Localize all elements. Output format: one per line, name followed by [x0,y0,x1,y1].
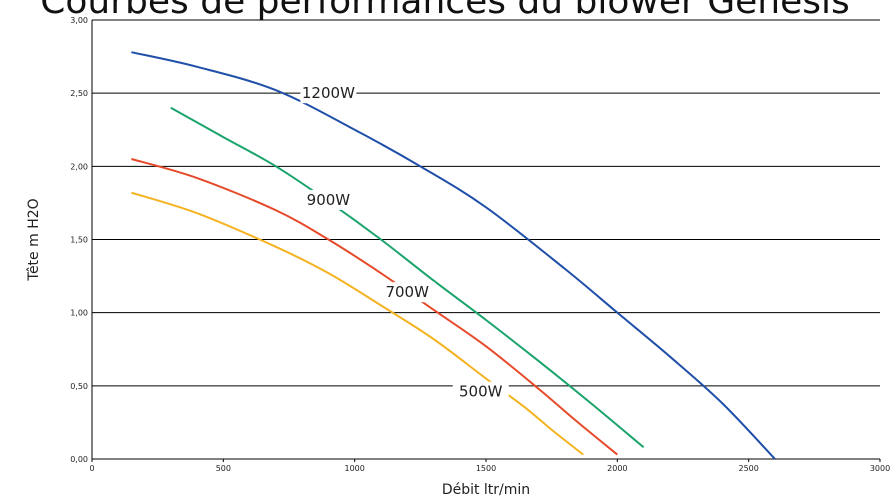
y-tick-label: 3,00 [70,16,88,25]
series-label-bg [452,381,509,402]
gridlines [92,19,880,387]
x-tick-label: 3000 [870,464,890,473]
chart-title: Courbes de performances du blower Genesi… [40,0,850,22]
series-label-500w: 500W [459,383,503,401]
x-tick-label: 1500 [476,464,496,473]
x-tick-label: 2500 [738,464,758,473]
series-label-900w: 900W [307,191,351,209]
x-tick-label: 500 [216,464,231,473]
series-label-1200w: 1200W [302,84,355,102]
y-axis-ticks: 0,00 0,50 1,00 1,50 2,00 2,50 3,00 [70,16,88,464]
series-line-1200w [131,51,776,460]
y-tick-label: 1,50 [70,236,88,245]
y-tick-label: 0,50 [70,382,88,391]
series-line-700w [131,158,618,456]
x-axis-ticks: 0 500 1000 1500 2000 2500 3000 [89,459,890,473]
y-tick-label: 0,00 [70,455,88,464]
y-axis-title: Tête m H2O [26,198,42,281]
series-line-500w [131,191,584,456]
x-tick-label: 1000 [344,464,364,473]
series-labels: 1200W 900W 700W 500W [300,83,509,402]
series-line-900w [170,106,645,449]
y-tick-label: 1,00 [70,309,88,318]
y-tick-label: 2,00 [70,162,88,171]
x-axis-title: Débit ltr/min [442,482,530,497]
x-tick-label: 0 [89,464,94,473]
series-label-bg [379,282,436,303]
series-label-bg [300,189,357,210]
y-tick-label: 2,50 [70,89,88,98]
series-label-bg [300,83,357,104]
series-label-700w: 700W [385,283,429,301]
series-lines [131,51,776,460]
x-tick-label: 2000 [607,464,627,473]
